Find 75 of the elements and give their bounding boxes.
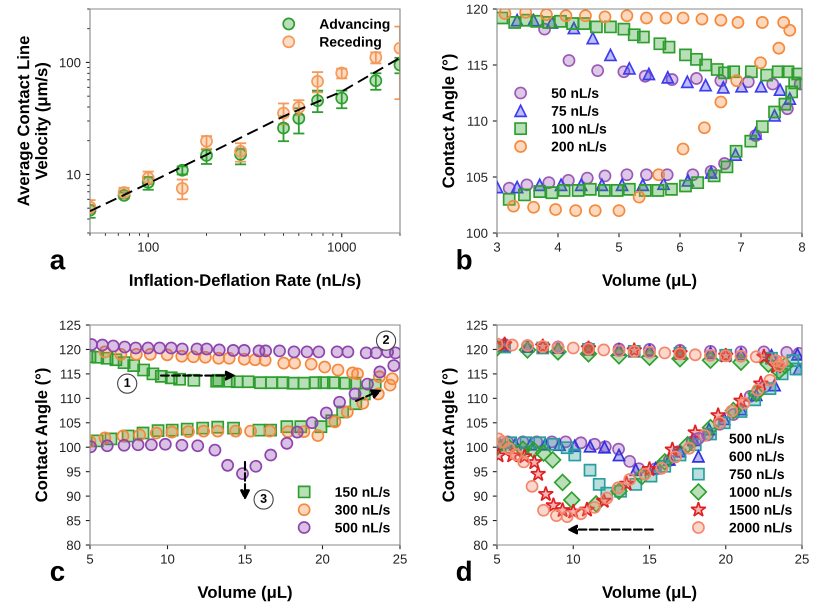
y-tick-label: 105 [60,418,80,428]
y-tick-label: 85 [66,516,80,526]
y-axis-title: Contact Angle (°) [442,54,458,188]
y-tick-label: 80 [66,540,80,550]
y-tick-label: 125 [466,320,488,330]
x-tick-label: 15 [643,554,656,564]
y-tick-label: 85 [474,516,488,526]
x-tick-label: 5 [616,242,622,252]
annotation: 3 [260,494,267,503]
y-tick-label: 100 [466,442,488,452]
x-axis-title: Volume (μL) [602,274,696,290]
y-tick-label: 110 [468,394,488,404]
y-tick-label: 95 [66,467,80,477]
y-tick-label: 115 [60,370,80,379]
legend-label: 500 nL/s [729,433,784,444]
text: b [457,249,472,270]
y-tick-label: 90 [66,492,80,502]
x-axis-title: Inflation-Deflation Rate (nL/s) [130,274,360,290]
legend-label: 600 nL/s [729,451,784,462]
y-tick-label: 105 [466,418,488,428]
x-tick-label: 20 [316,554,330,564]
x-tick-label: 10 [566,554,580,564]
legend-label: 200 nL/s [552,141,606,152]
y-axis-title: Contact Angle (°) [35,368,51,502]
text: c [50,566,64,582]
y-tick-label: 125 [60,320,80,330]
x-tick-label: 4 [554,242,562,252]
x-tick-label: 100 [138,242,159,252]
y-tick-label: 120 [466,4,488,14]
x-tick-label: 20 [719,554,733,564]
legend-label: 750 nL/s [730,468,784,480]
legend-label: 1500 nL/s [730,504,792,515]
y-tick-label: 80 [474,540,488,550]
x-axis-title: Volume (μL) [198,586,292,602]
y-tick-label: 105 [466,172,488,182]
y-tick-label: 120 [466,345,488,354]
y-tick-label: 115 [468,370,488,379]
legend-label: 2000 nL/s [729,522,792,533]
x-tick-label: 15 [238,554,252,564]
x-tick-label: 6 [677,242,684,252]
annotation: 1 [124,378,130,387]
legend-label: 75 nL/s [552,106,598,116]
y-tick-label: 100 [60,58,80,68]
x-tick-label: 1000 [328,242,356,252]
y-tick-label: 120 [60,345,80,354]
y-axis-title: Contact Angle (°) [442,368,458,502]
x-tick-label: 10 [161,554,174,564]
y-tick-label: 110 [468,116,488,126]
y-axis-title: Average Contact Line Velocity (μm/s) [17,36,51,206]
legend-label: Receding [320,36,381,50]
x-tick-label: 25 [393,554,407,564]
x-tick-label: 5 [86,554,94,564]
x-axis-title: Volume (μL) [602,586,696,602]
legend-label: 50 nL/s [552,88,598,98]
text: d [456,560,471,582]
y-tick-label: 95 [474,467,488,477]
x-tick-label: 8 [798,242,806,252]
legend-label: 500 nL/s [335,522,390,533]
legend-label: 300 nL/s [335,504,390,515]
legend-label: 100 nL/s [552,123,606,134]
x-tick-label: 5 [494,554,500,564]
x-tick-label: 3 [494,242,500,252]
annotation: 2 [383,335,390,344]
y-tick-label: 115 [468,60,488,70]
legend-label: Advancing [320,18,390,32]
legend-label: 1000 nL/s [730,486,792,498]
y-tick-label: 100 [60,442,80,452]
y-tick-label: 110 [60,394,80,404]
x-tick-label: 7 [738,242,744,252]
legend-label: 150 nL/s [336,486,390,498]
x-tick-label: 25 [795,554,809,564]
y-tick-label: 90 [474,492,488,502]
text: a [50,254,66,270]
y-tick-label: 100 [466,228,488,238]
y-tick-label: 10 [67,170,80,180]
